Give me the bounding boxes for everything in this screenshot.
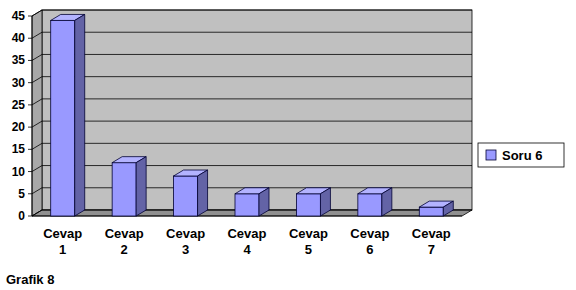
tick-label: 15 [12, 142, 26, 156]
grid-line [32, 54, 472, 60]
category-label-line: Cevap [227, 226, 266, 241]
bar-side [198, 170, 208, 216]
tick-label: 10 [12, 165, 26, 179]
tick-mark [28, 82, 32, 83]
tick-label: 45 [12, 9, 26, 23]
tick-label: 30 [12, 76, 26, 90]
category-label: Cevap4 [227, 226, 266, 257]
bar-front [296, 194, 320, 216]
side-wall [32, 10, 42, 216]
category-label-line: 5 [305, 242, 312, 257]
legend-swatch [486, 150, 496, 160]
tick-mark [28, 216, 32, 217]
bar-side [382, 188, 392, 216]
tick-label: 40 [12, 31, 26, 45]
bar [235, 188, 269, 216]
grid-line [32, 188, 472, 194]
grid-line [32, 143, 472, 149]
category-label-line: 3 [182, 242, 189, 257]
grid-line [32, 99, 472, 105]
bars [51, 14, 454, 216]
tick-mark [28, 60, 32, 61]
legend: Soru 6 [478, 143, 564, 167]
bar-front [235, 194, 259, 216]
category-label-line: 6 [366, 242, 373, 257]
category-label-line: Cevap [166, 226, 205, 241]
bar [174, 170, 208, 216]
legend-label: Soru 6 [502, 148, 542, 163]
chart: 051015202530354045Cevap1Cevap2Cevap3Ceva… [0, 0, 576, 290]
bar-front [174, 176, 198, 216]
bar [112, 157, 146, 216]
category-label: Cevap1 [43, 226, 82, 257]
bar [358, 188, 392, 216]
category-label-line: Cevap [105, 226, 144, 241]
grid-line [32, 121, 472, 127]
bar-front [358, 194, 382, 216]
bar-side [443, 201, 453, 216]
bar [296, 188, 330, 216]
category-label: Cevap5 [289, 226, 328, 257]
tick-label: 25 [12, 98, 26, 112]
bar-side [136, 157, 146, 216]
tick-label: 20 [12, 120, 26, 134]
tick-mark [28, 149, 32, 150]
bar-front [419, 207, 443, 216]
bar-front [51, 20, 75, 216]
legend-box [478, 143, 564, 167]
grid-line [32, 10, 472, 16]
category-label-line: Cevap [350, 226, 389, 241]
category-label-line: 7 [428, 242, 435, 257]
back-wall [42, 10, 472, 210]
category-label-line: Cevap [289, 226, 328, 241]
tick-label: 5 [18, 187, 25, 201]
category-label: Cevap6 [350, 226, 389, 257]
bar-side [75, 14, 85, 216]
tick-mark [28, 104, 32, 105]
tick-mark [28, 171, 32, 172]
bar [51, 14, 85, 216]
category-label-line: 1 [59, 242, 66, 257]
category-label-line: 2 [121, 242, 128, 257]
category-label: Cevap7 [412, 226, 451, 257]
grid-line [32, 77, 472, 83]
tick-mark [28, 193, 32, 194]
category-label-line: Cevap [412, 226, 451, 241]
tick-label: 0 [18, 209, 25, 223]
bar-front [112, 163, 136, 216]
bar-side [320, 188, 330, 216]
category-label-line: Cevap [43, 226, 82, 241]
category-label-line: 4 [243, 242, 251, 257]
category-label: Cevap2 [105, 226, 144, 257]
tick-mark [28, 38, 32, 39]
grid-line [32, 166, 472, 172]
y-axis [32, 16, 33, 216]
bar-side [259, 188, 269, 216]
category-label: Cevap3 [166, 226, 205, 257]
bar [419, 201, 453, 216]
tick-mark [28, 127, 32, 128]
caption: Grafik 8 [6, 272, 54, 287]
tick-mark [28, 16, 32, 17]
tick-label: 35 [12, 53, 26, 67]
grid-line [32, 32, 472, 38]
